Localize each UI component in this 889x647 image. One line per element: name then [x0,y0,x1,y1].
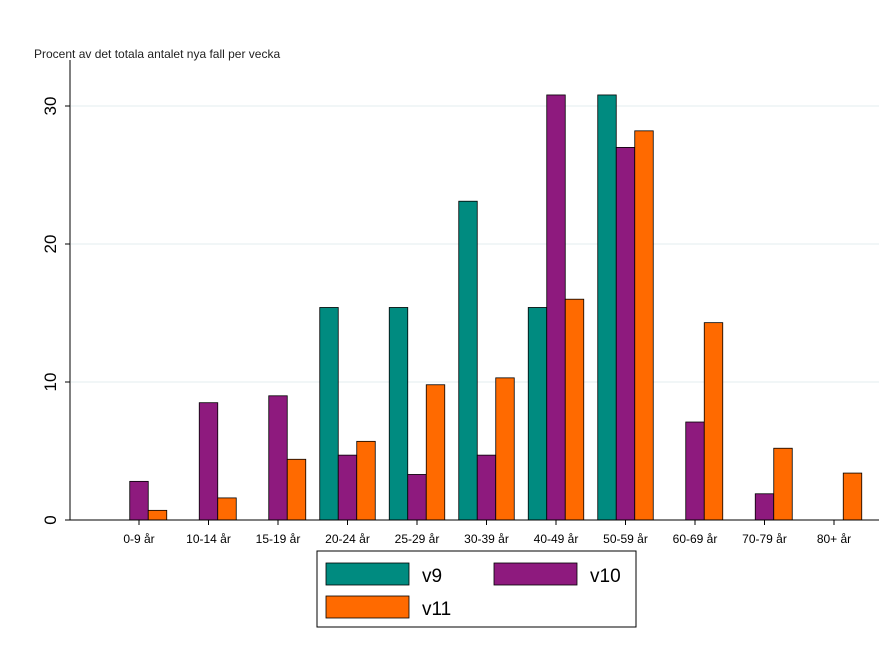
bar-v11-7 [634,130,654,521]
bar-v11-8 [703,322,724,521]
legend-swatch-v10 [493,562,578,586]
legend-label-v10: v10 [590,566,621,587]
bar-v10-2 [268,395,288,521]
bar-v10-3 [337,454,358,521]
x-tick-label: 25-29 år [395,532,440,546]
legend-label-v11: v11 [422,599,451,620]
x-tick-label: 30-39 år [464,532,509,546]
legend-label-v9: v9 [422,566,442,587]
x-tick-label: 0-9 år [123,532,154,546]
bar-v10-4 [407,474,427,521]
bar-v11-9 [773,447,793,521]
x-tick-label: 60-69 år [673,532,718,546]
bar-v10-0 [129,480,149,521]
x-tick-label: 50-59 år [603,532,648,546]
x-tick-label: 15-19 år [256,532,301,546]
y-axis-title: Procent av det totala antalet nya fall p… [34,47,281,61]
axes: 0 10 20 30 0-9 år 10-14 år 15-19 år 20-24 år 25-… [41,60,879,546]
bar-v11-2 [286,458,307,521]
y-tick-label: 10 [41,373,60,392]
bar-v11-1 [217,497,237,521]
bar-v9-3 [319,307,339,521]
bar-v11-6 [564,298,585,521]
bar-v11-0 [147,509,168,521]
bars [129,94,863,521]
bar-v9-4 [388,307,409,521]
bar-v10-1 [198,402,219,521]
bar-v9-5 [458,200,478,521]
bar-v10-5 [476,454,497,521]
bar-v11-10 [842,472,863,521]
y-tick-label: 20 [41,235,60,254]
x-tick-label: 40-49 år [534,532,579,546]
x-tick-label: 70-79 år [742,532,787,546]
bar-v10-7 [615,146,636,521]
legend: v9 v10 v11 [316,550,637,628]
bar-v10-9 [754,493,775,521]
bar-v11-4 [425,384,446,521]
y-tick-label: 30 [41,97,60,116]
legend-swatch-v9 [325,562,410,586]
x-tick-label: 80+ år [817,532,851,546]
bar-v10-6 [546,94,566,521]
bar-v11-5 [495,377,515,521]
x-tick-label: 10-14 år [186,532,231,546]
y-tick-label: 0 [41,515,60,524]
x-tick-label: 20-24 år [325,532,370,546]
legend-swatch-v11 [325,595,410,619]
bar-v10-8 [685,421,705,521]
bar-v9-6 [527,307,548,521]
bar-v11-3 [356,440,376,521]
bar-v9-7 [597,94,617,521]
